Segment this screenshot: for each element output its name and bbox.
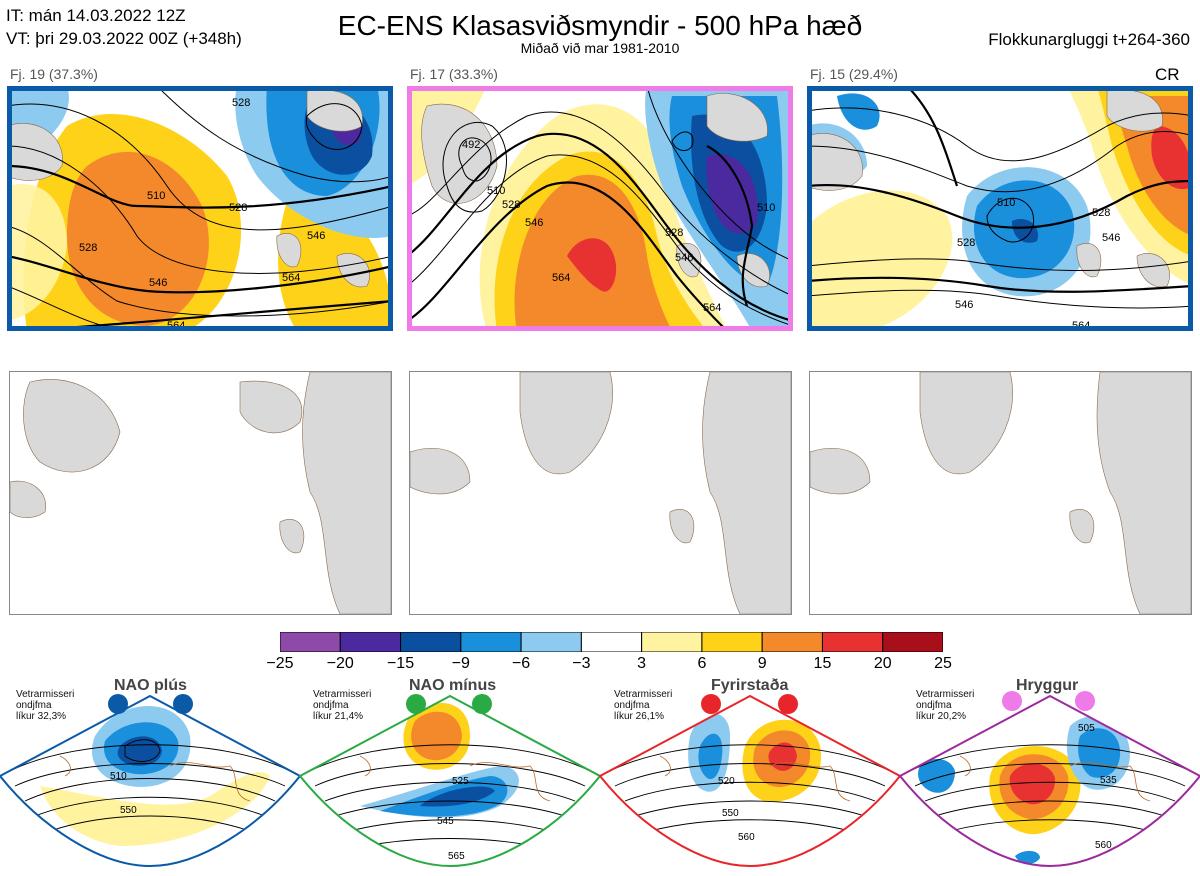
regime-contour-label: 560 [1095, 840, 1112, 851]
colorbar-tick-label: −6 [511, 655, 531, 672]
contour-label: 564 [167, 320, 185, 331]
contour-label: 546 [307, 230, 325, 242]
contour-label: 546 [675, 252, 693, 264]
contour-label: 564 [1072, 320, 1090, 331]
sector-border-2 [298, 694, 602, 868]
contour-label: 510 [487, 185, 505, 197]
regime-dot-2a [406, 694, 426, 714]
colorbar-tick-label: −3 [572, 655, 591, 672]
cluster-map-1[interactable]: 510 528 546 564 528 546 564 528 [7, 86, 393, 331]
regime-dot-4b [1075, 691, 1095, 711]
colorbar-swatch [339, 631, 402, 653]
regime-dot-1a [108, 694, 128, 714]
sector-border-1 [0, 694, 302, 868]
regime-title-3: Fyrirstaða [711, 677, 789, 694]
regime-note-2: Vetrarmisseri ondjfma líkur 21,4% [313, 689, 372, 722]
regime-dot-1b [173, 694, 193, 714]
regime-contour-label: 520 [718, 776, 735, 787]
contour-label: 564 [282, 272, 300, 284]
colorbar-swatch [580, 631, 643, 653]
contour-label: 528 [229, 202, 247, 214]
contour-label: 510 [997, 197, 1015, 209]
colorbar-ticks: −25 −20 −15 −9 −6 −3 3 6 9 15 20 25 [260, 655, 963, 675]
colorbar-tick-label: 25 [934, 655, 952, 672]
contour-label: 546 [955, 299, 973, 311]
panel-border-2 [407, 86, 793, 331]
regime-title-1: NAO plús [114, 677, 187, 694]
valid-time: VT: þri 29.03.2022 00Z (+348h) [6, 29, 242, 48]
colorbar-tick-label: 20 [873, 655, 892, 672]
colorbar-tick-label: 6 [697, 655, 707, 672]
colorbar-tick-label: −15 [386, 655, 415, 672]
colorbar-swatch [400, 631, 462, 653]
colorbar-swatch [460, 631, 522, 653]
regime-contour-label: 505 [1078, 723, 1095, 734]
classification-window: Flokkunargluggi t+264-360 [988, 30, 1190, 49]
sector-border-4 [898, 694, 1200, 868]
contour-label: 528 [665, 227, 683, 239]
colorbar-tick-label: −25 [266, 655, 294, 672]
colorbar-tick-label: −20 [326, 655, 354, 672]
cr-tag: CR [1155, 65, 1180, 84]
colorbar [279, 631, 944, 653]
regime-contour-label: 525 [452, 776, 469, 787]
panel-label-3: Fj. 15 (29.4%) [810, 66, 898, 82]
contour-label: 564 [703, 302, 721, 314]
regime-dot-3a [701, 694, 721, 714]
contour-label: 528 [79, 242, 97, 254]
contour-label: 510 [147, 190, 165, 202]
regime-contour-label: 545 [437, 816, 454, 827]
cluster-map-2[interactable]: 492 510 528 546 564 528 546 564 510 [407, 86, 793, 331]
empty-map-3[interactable] [809, 371, 1192, 615]
colorbar-swatch [520, 631, 582, 653]
initial-time: IT: mán 14.03.2022 12Z [6, 6, 186, 25]
regime-title-4: Hryggur [1016, 677, 1079, 694]
regime-contour-label: 565 [448, 851, 465, 862]
colorbar-tick-label: 15 [813, 655, 832, 672]
contour-label: 546 [149, 277, 167, 289]
regime-row: 510 550 525 545 565 520 550 560 505 535 … [0, 676, 1200, 871]
empty-map-1[interactable] [9, 371, 392, 615]
regime-note-4: Vetrarmisseri ondjfma líkur 20,2% [916, 689, 975, 722]
panel-border-3 [807, 86, 1193, 331]
regime-contour-label: 560 [738, 832, 755, 843]
colorbar-tick-label: −9 [451, 655, 470, 672]
regime-title-2: NAO mínus [409, 677, 497, 694]
regime-dot-3b [778, 694, 798, 714]
contour-label: 510 [757, 202, 775, 214]
contour-label: 528 [232, 97, 250, 109]
regime-contour-label: 535 [1100, 775, 1117, 786]
panel-label-1: Fj. 19 (37.3%) [10, 66, 98, 82]
colorbar-tick-label: 3 [637, 655, 647, 672]
colorbar-swatch [701, 631, 763, 653]
colorbar-swatch [882, 631, 944, 653]
regime-contour-label: 550 [120, 805, 137, 816]
regime-contour-label: 510 [110, 771, 127, 782]
colorbar-tick-label: 9 [757, 655, 767, 672]
regime-note-3: Vetrarmisseri ondjfma líkur 26,1% [614, 689, 673, 722]
regime-dot-4a [1002, 691, 1022, 711]
page-subtitle: Miðað við mar 1981-2010 [520, 40, 680, 56]
regime-dot-2b [472, 694, 492, 714]
colorbar-swatch [761, 631, 823, 653]
regime-contour-label: 550 [722, 808, 739, 819]
contour-label: 492 [462, 139, 480, 151]
colorbar-swatch [641, 631, 703, 653]
contour-label: 528 [502, 199, 520, 211]
sector-border-3 [598, 694, 902, 868]
panel-label-2: Fj. 17 (33.3%) [410, 66, 498, 82]
run-info: IT: mán 14.03.2022 12Z VT: þri 29.03.202… [6, 4, 242, 50]
colorbar-swatch [821, 631, 884, 653]
panel-border-1 [7, 86, 393, 331]
cluster-map-3[interactable]: 510 528 546 564 528 546 [807, 86, 1193, 331]
regime-note-1: Vetrarmisseri ondjfma líkur 32,3% [16, 689, 75, 722]
contour-label: 564 [552, 272, 570, 284]
colorbar-swatch [279, 631, 341, 653]
contour-label: 528 [957, 237, 975, 249]
contour-label: 546 [525, 217, 543, 229]
empty-map-2[interactable] [409, 371, 792, 615]
contour-label: 546 [1102, 232, 1120, 244]
contour-label: 528 [1092, 207, 1110, 219]
page-title: EC-ENS Klasasviðsmyndir - 500 hPa hæð [337, 10, 863, 41]
